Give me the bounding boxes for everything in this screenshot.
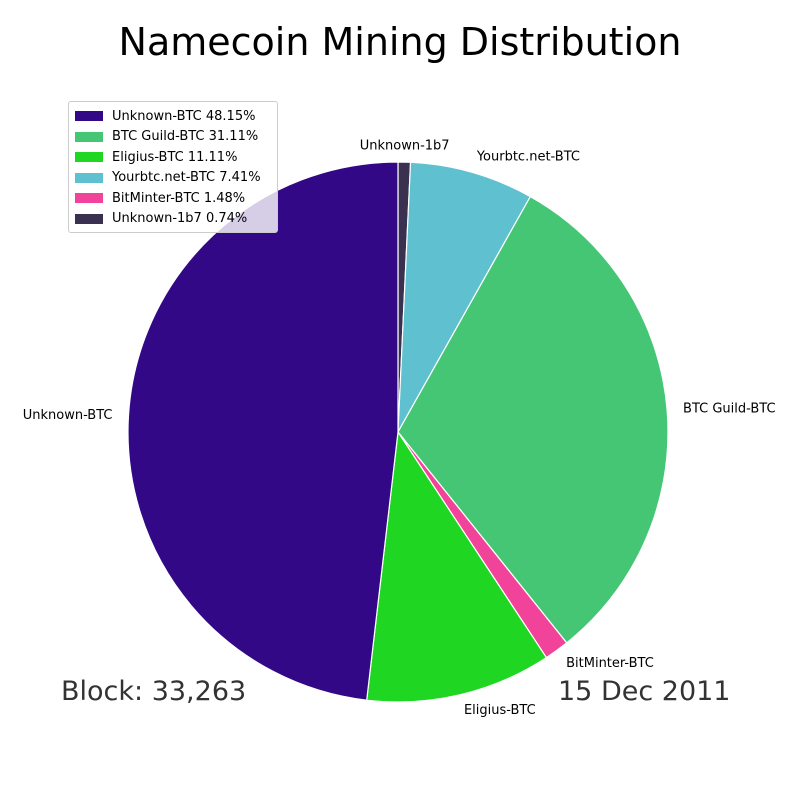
pie-slices [127,161,669,703]
chart-legend: Unknown-BTC 48.15% BTC Guild-BTC 31.11% El… [68,101,278,233]
legend-label: BTC Guild-BTC 31.11% [112,129,259,145]
legend-item: Eligius-BTC 11.11% [75,147,271,168]
pie-slice-unknown-btc [127,161,399,701]
legend-swatch [75,213,103,224]
legend-item: Unknown-1b7 0.74% [75,209,271,230]
slice-label: Unknown-1b7 [360,139,450,154]
legend-label: Unknown-BTC 48.15% [112,108,256,124]
legend-label: BitMinter-BTC 1.48% [112,190,246,206]
legend-swatch [75,193,103,204]
legend-label: Yourbtc.net-BTC 7.41% [112,170,261,186]
legend-swatch [75,152,103,163]
slice-label: Unknown-BTC [23,408,113,423]
slice-label: Yourbtc.net-BTC [476,150,580,165]
block-number: Block: 33,263 [61,676,247,707]
pie-labels: Unknown-1b7 Yourbtc.net-BTC BTC Guild-BTC B… [23,139,776,718]
slice-label: BitMinter-BTC [566,656,654,671]
legend-label: Eligius-BTC 11.11% [112,149,238,165]
legend-label: Unknown-1b7 0.74% [112,211,248,227]
date-label: 15 Dec 2011 [558,676,731,707]
chart-title: Namecoin Mining Distribution [118,20,682,64]
legend-swatch [75,172,103,183]
legend-item: Yourbtc.net-BTC 7.41% [75,168,271,189]
pie-slice-eligius-btc [366,430,548,703]
slice-label: BTC Guild-BTC [683,401,776,416]
legend-item: BTC Guild-BTC 31.11% [75,127,271,148]
legend-swatch [75,111,103,122]
legend-item: BitMinter-BTC 1.48% [75,188,271,209]
slice-label: Eligius-BTC [464,703,536,718]
legend-item: Unknown-BTC 48.15% [75,106,271,127]
legend-swatch [75,131,103,142]
pie-slice-btc-guild-btc [397,195,669,644]
pie-slice-yourbtc-net-btc [397,161,532,433]
